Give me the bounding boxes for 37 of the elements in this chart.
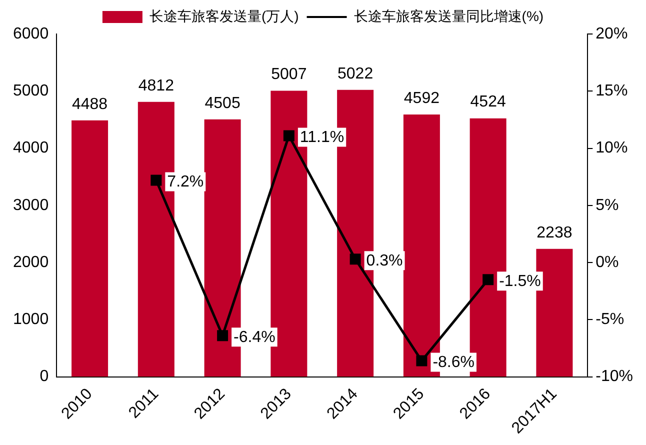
data-label: 4812	[138, 77, 174, 94]
point	[482, 274, 494, 286]
data-label: 5007	[271, 66, 307, 84]
data-label: 5022	[338, 65, 374, 82]
y2-tick-label: 10%	[596, 140, 628, 157]
data-label: -6.4%	[234, 329, 276, 346]
y-tick-label: 0	[40, 368, 49, 386]
data-label: -1.5%	[499, 273, 541, 290]
data-label: 4505	[204, 94, 240, 112]
point	[350, 254, 361, 265]
y-tick-label: 6000	[13, 25, 49, 42]
y-tick-label: 3000	[13, 196, 49, 214]
data-label: 7.2%	[167, 174, 204, 191]
y-tick-label: 5000	[13, 82, 49, 100]
point	[217, 330, 228, 342]
data-label: 2238	[536, 224, 572, 242]
y2-tick-label: 0%	[596, 254, 619, 271]
bar	[72, 120, 108, 377]
y-tick-label: 1000	[13, 311, 49, 328]
data-label: 4524	[470, 94, 506, 111]
data-label: -8.6%	[432, 354, 474, 372]
y-tick-label: 2000	[13, 254, 49, 271]
data-label: 4592	[404, 90, 440, 107]
point	[283, 130, 294, 142]
y2-tick-label: 20%	[596, 25, 628, 42]
point	[150, 174, 162, 186]
legend-label: 长途车旅客发送量同比增速(%)	[354, 8, 544, 24]
y2-tick-label: -5%	[596, 311, 624, 328]
y2-tick-label: -10%	[596, 368, 634, 386]
point	[416, 355, 428, 366]
y-tick-label: 4000	[13, 140, 49, 157]
data-label: 11.1%	[300, 129, 344, 146]
data-label: 4488	[72, 96, 108, 113]
data-label: 0.3%	[366, 252, 403, 270]
y2-tick-label: 15%	[596, 82, 628, 100]
y2-tick-label: 5%	[596, 196, 619, 214]
legend-label: 长途车旅客发送量(万人)	[149, 8, 299, 24]
